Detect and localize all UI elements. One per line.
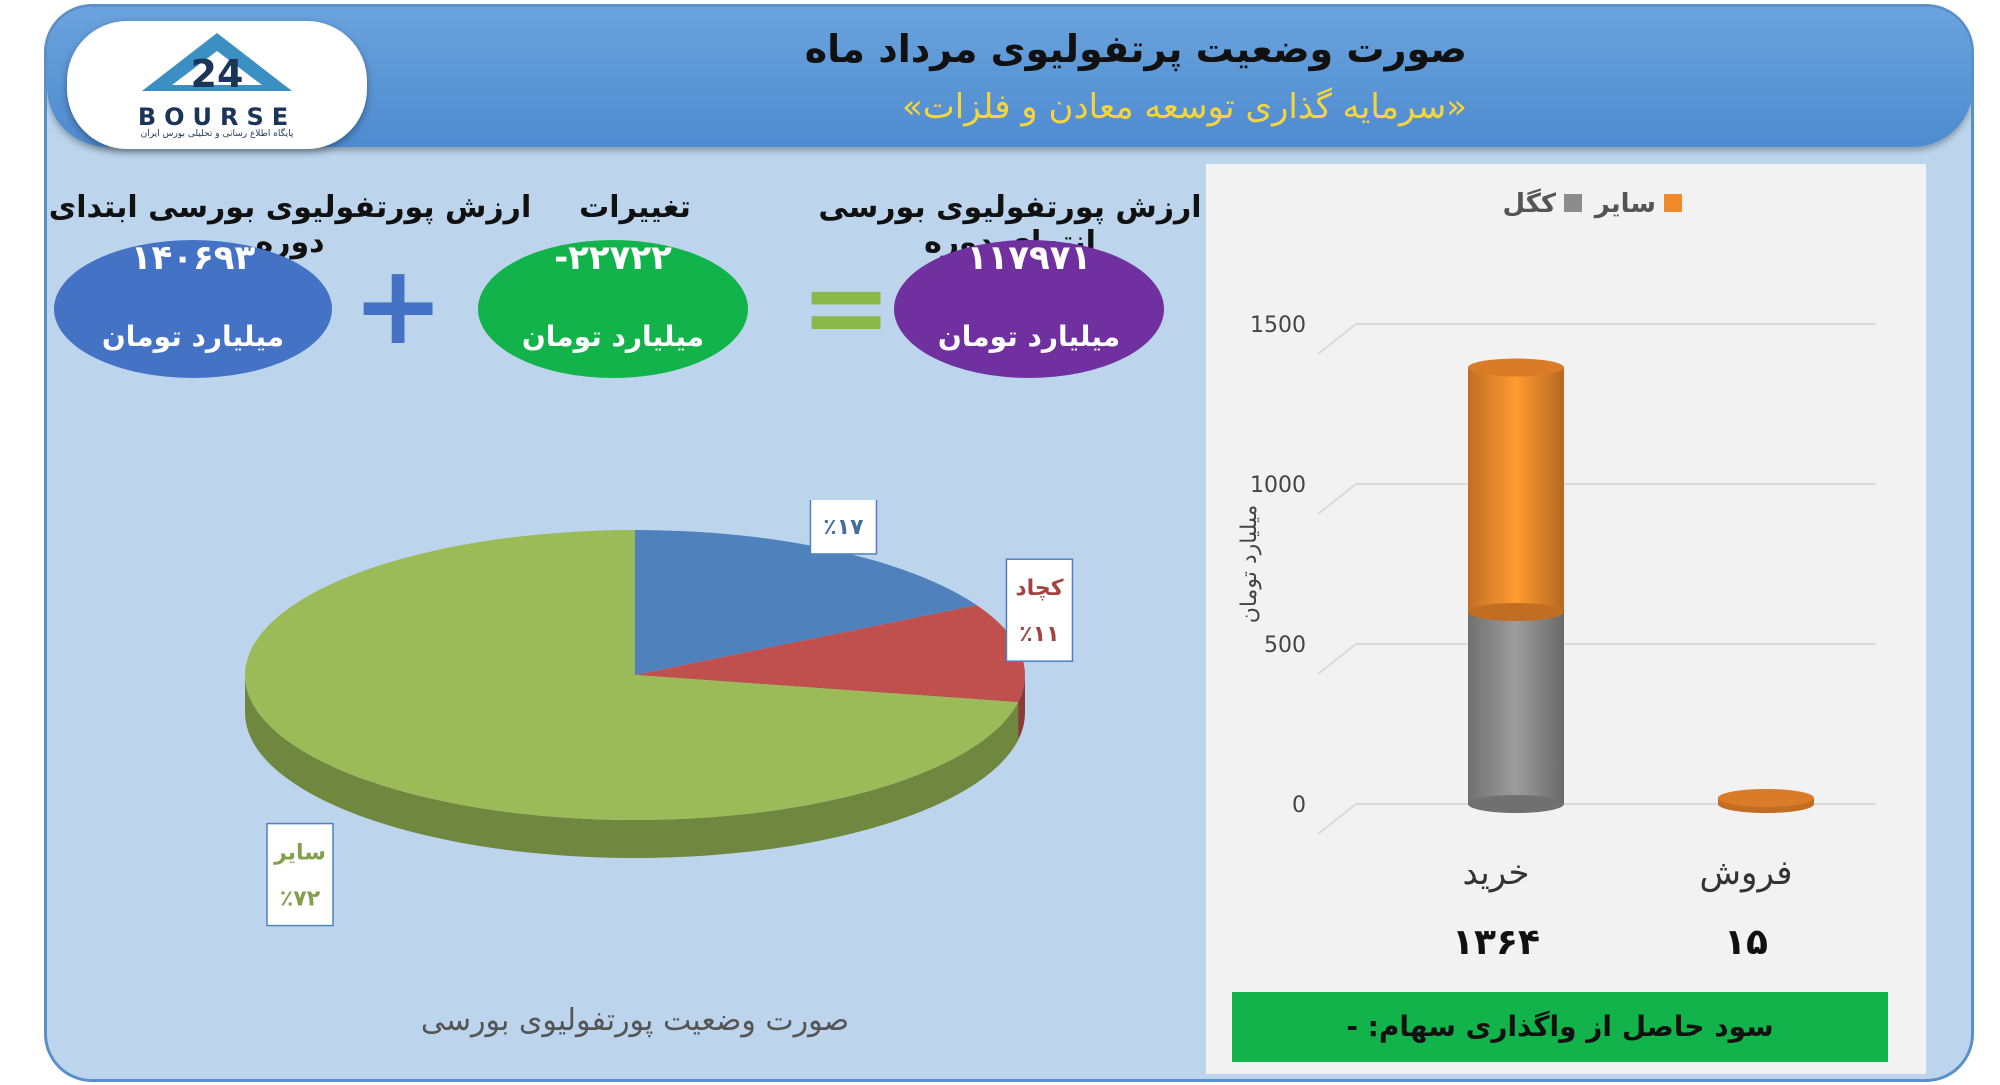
bar-bottom-cap-0-0: [1468, 795, 1564, 813]
bar-category-0: خرید: [1462, 853, 1529, 893]
bar-bottom-cap-0-1: [1468, 603, 1564, 621]
end-value-ellipse: ۱۱۷۹۷۱ میلیارد تومان: [894, 238, 1164, 378]
equals-icon: =: [800, 243, 893, 371]
change-value-unit: میلیارد تومان: [521, 320, 705, 353]
bar-gridline-diag-3: [1317, 323, 1357, 355]
bar-ytick-2: 1000: [1250, 473, 1306, 498]
pie-slice-2: [244, 530, 1019, 820]
logo-subtitle: پایگاه اطلاع رسانی و تحلیلی بورس ایران: [140, 129, 294, 139]
change-value: -۲۲۷۲۲: [554, 238, 672, 278]
pie-label-box-1: [1005, 558, 1074, 662]
header-banner: صورت وضعیت پرتفولیوی مرداد ماه «سرمایه گ…: [47, 7, 1971, 147]
end-value: ۱۱۷۹۷۱: [966, 238, 1092, 278]
bar-gridline-diag-2: [1317, 483, 1357, 515]
bar-ytick-0: 0: [1292, 793, 1306, 818]
start-value: ۱۴۰۶۹۳: [130, 238, 256, 278]
change-value-ellipse: -۲۲۷۲۲ میلیارد تومان: [478, 238, 748, 378]
bar-gridline-diag-1: [1317, 643, 1357, 675]
pie-label-2: سایر: [273, 841, 326, 866]
profit-box: سود حاصل از واگذاری سهام: -: [1232, 992, 1888, 1062]
pie-side-2: [245, 675, 1019, 859]
bar-chart-panel: [1206, 164, 1926, 1074]
bar-legend-swatch-0: [1664, 194, 1682, 212]
trade-bar-chart: 0 500 1000 1500 خرید ۱۳۶۴ فروش ۱۵ سایر کگل میلی…: [1237, 188, 1876, 963]
bar-legend-swatch-1: [1564, 194, 1582, 212]
bar-total-0: ۱۳۶۴: [1452, 922, 1540, 963]
pie-value-1: ٪۱۱: [1019, 622, 1059, 647]
pie-label-box-2: [266, 822, 334, 927]
bar-ytick-1: 500: [1264, 633, 1306, 658]
bar-category-1: فروش: [1700, 853, 1793, 893]
bar-0-1: [1468, 367, 1564, 612]
logo-text: BOURSE: [137, 103, 297, 131]
page-subtitle: «سرمایه گذاری توسعه معادن و فلزات»: [901, 87, 1467, 127]
svg-text:24: 24: [191, 52, 244, 96]
bar-0-0: [1468, 612, 1564, 804]
end-value-unit: میلیارد تومان: [937, 320, 1121, 353]
bar-total-1: ۱۵: [1724, 922, 1768, 963]
bar-ytick-3: 1500: [1250, 313, 1306, 338]
start-value-ellipse: ۱۴۰۶۹۳ میلیارد تومان: [54, 238, 332, 378]
bar-legend-label-1: کگل: [1503, 188, 1557, 219]
pie-slice-1: [635, 605, 1025, 703]
bar-y-axis-label: میلیارد تومان: [1237, 505, 1262, 624]
change-label: تغییرات: [579, 190, 691, 225]
pie-side-1: [1018, 675, 1026, 741]
page-title: صورت وضعیت پرتفولیوی مرداد ماه: [804, 27, 1467, 71]
pie-label-1: کچاد: [1015, 576, 1063, 601]
start-value-label: ارزش پورتفولیوی بورسی ابتدای دوره: [48, 190, 532, 260]
logo-mark-icon: 24: [142, 33, 292, 96]
start-value-unit: میلیارد تومان: [101, 320, 285, 353]
pie-label-box-0: [809, 500, 878, 555]
plus-icon: +: [352, 241, 445, 369]
pie-value-2: ٪۷۲: [280, 887, 321, 912]
bar-top-cap-0-1: [1468, 358, 1564, 377]
bar-legend-label-0: سایر: [1593, 189, 1656, 219]
pie-slice-0: [635, 530, 977, 675]
bar-gridline-diag-0: [1317, 803, 1357, 835]
pie-value-0: ٪۱۷: [823, 515, 864, 540]
pie-title: صورت وضعیت پورتفولیوی بورسی: [421, 1003, 849, 1038]
bar-top-cap-1-1: [1718, 789, 1814, 807]
bourse-logo: 24 BOURSE پایگاه اطلاع رسانی و تحلیلی بو…: [67, 21, 367, 149]
